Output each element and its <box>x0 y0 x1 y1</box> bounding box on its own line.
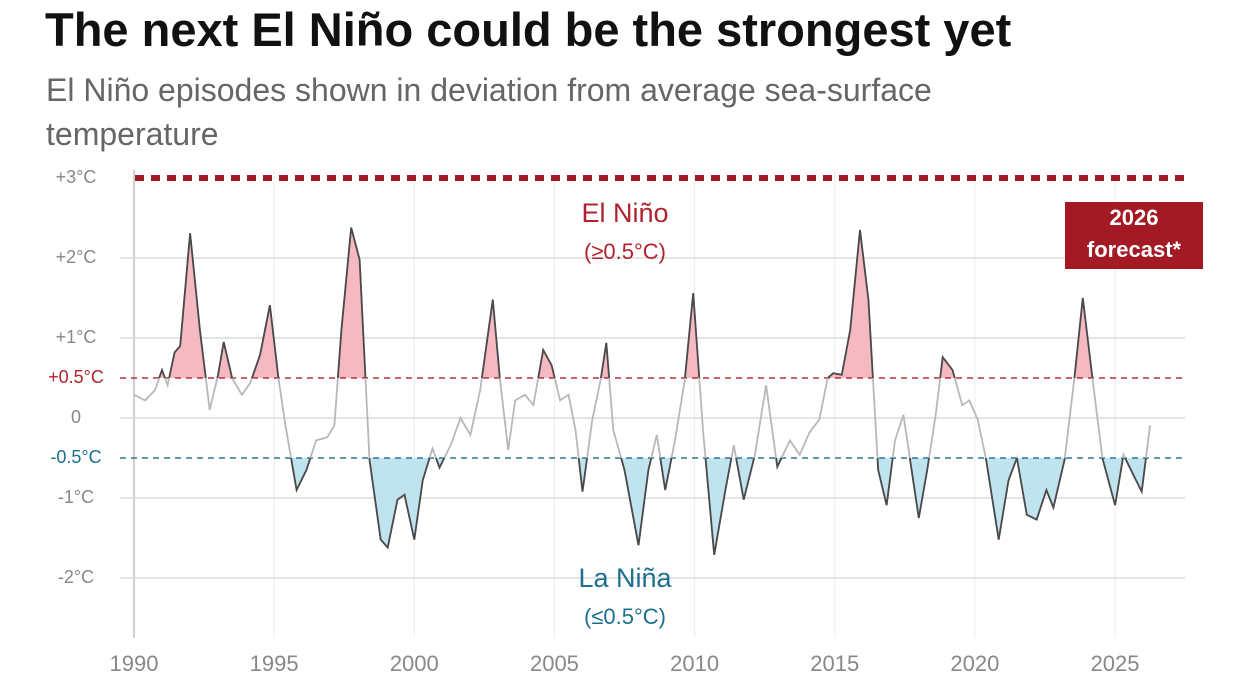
y-tick-label: 0 <box>71 407 81 427</box>
forecast-label: 2026 <box>1110 205 1159 230</box>
forecast-label: forecast* <box>1087 237 1182 262</box>
x-tick-label: 2010 <box>670 651 719 676</box>
threshold-label: El Niño <box>581 198 668 228</box>
x-tick-label: 2015 <box>810 651 859 676</box>
threshold-label: La Niña <box>578 563 672 593</box>
la-nina-area <box>134 458 1151 555</box>
y-tick-label: +2°C <box>56 247 97 267</box>
threshold-note: (≤0.5°C) <box>584 604 666 629</box>
data-line-extreme <box>290 458 1147 555</box>
x-tick-label: 2020 <box>950 651 999 676</box>
y-tick-label: +1°C <box>56 327 97 347</box>
y-tick-label: -1°C <box>58 487 94 507</box>
x-tick-label: 2000 <box>390 651 439 676</box>
x-tick-label: 2005 <box>530 651 579 676</box>
y-tick-label: -2°C <box>58 567 94 587</box>
forecast-box <box>1065 202 1203 269</box>
x-tick-label: 1990 <box>110 651 159 676</box>
y-tick-label: +0.5°C <box>48 367 104 387</box>
y-tick-label: -0.5°C <box>50 447 101 467</box>
threshold-note: (≥0.5°C) <box>584 239 666 264</box>
x-tick-label: 2025 <box>1091 651 1140 676</box>
chart-title: The next El Niño could be the strongest … <box>45 3 1012 56</box>
y-tick-label: +3°C <box>56 167 97 187</box>
x-tick-label: 1995 <box>250 651 299 676</box>
chart-subtitle: El Niño episodes shown in deviation from… <box>46 72 932 152</box>
